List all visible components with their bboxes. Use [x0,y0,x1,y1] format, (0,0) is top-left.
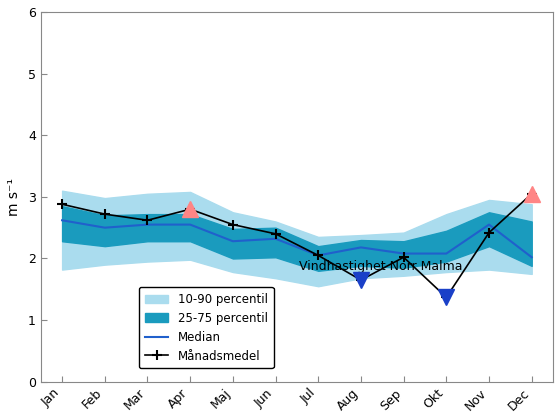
Legend: 10-90 percentil, 25-75 percentil, Median, Månadsmedel: 10-90 percentil, 25-75 percentil, Median… [139,287,274,368]
Text: Vindhastighet Norr Malma: Vindhastighet Norr Malma [299,260,463,273]
Y-axis label: m s⁻¹: m s⁻¹ [7,178,21,216]
